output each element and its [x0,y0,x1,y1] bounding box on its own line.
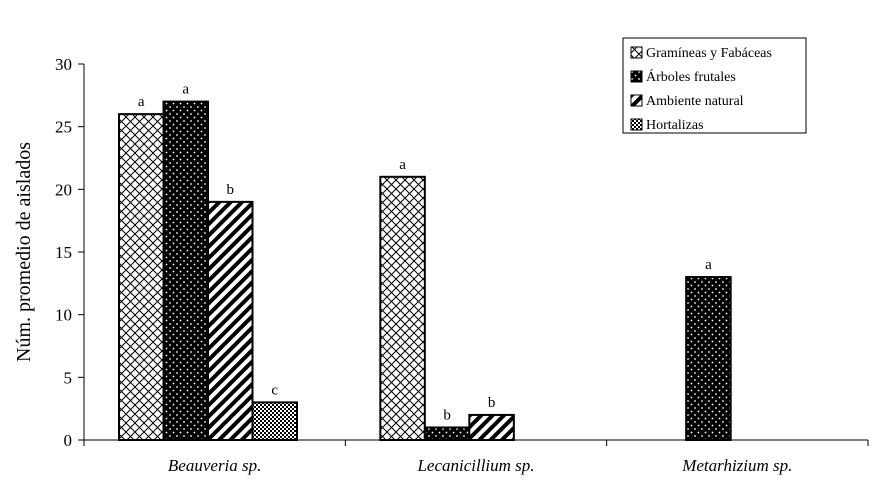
bar-beauveria-sp-hortalizas [251,401,298,441]
y-tick-label: 0 [64,431,73,450]
bar-lecanicillium-sp-ambiente-natural [468,413,515,441]
bar-lecanicillium-sp-gramineas-y-fabaceas [379,175,426,442]
legend-frame [622,37,807,134]
bar-metarhizium-sp-arboles-frutales [685,276,732,442]
legend: Gramíneas y Fabáceas Árboles frutales Ambi… [622,37,807,134]
bar-beauveria-sp-ambiente-natural [207,200,254,441]
legend-label-hortalizas: Hortalizas [646,118,704,133]
legend-swatch-ambiente-natural [630,94,643,107]
bar-beauveria-sp-gramineas-y-fabaceas [118,113,165,441]
significance-label-beauveria-sp-hortalizas: c [271,382,278,398]
bar-beauveria-sp-arboles-frutales [162,100,209,441]
x-category-label: Lecanicillium sp. [416,456,534,475]
y-tick-label: 5 [64,368,73,387]
y-axis-title: Núm. promedio de aislados [13,142,35,362]
significance-label-beauveria-sp-arboles-frutales: a [182,82,189,98]
y-tick-label: 15 [55,243,72,262]
legend-swatch-gramineas-y-fabaceas [630,46,643,59]
x-category-label: Metarhizium sp. [681,456,792,475]
y-tick-label: 20 [55,180,72,199]
legend-label-gramineas-y-fabaceas: Gramíneas y Fabáceas [646,46,772,61]
significance-label-beauveria-sp-gramineas-y-fabaceas: a [138,94,145,110]
significance-label-lecanicillium-sp-ambiente-natural: b [488,395,496,411]
axes-layer: 0 5 10 15 20 25 30 Beauveria sp. Lecanicillium s… [55,55,869,475]
significance-label-metarhizium-sp-arboles-frutales: a [705,257,712,273]
y-tick-label: 10 [55,306,72,325]
legend-label-ambiente-natural: Ambiente natural [646,94,744,109]
bars-layer [118,100,732,442]
labels-layer: a a a b a b b c [138,82,712,424]
x-category-label: Beauveria sp. [168,456,261,475]
legend-swatch-arboles-frutales [630,70,643,83]
y-tick-label: 25 [55,118,72,137]
bar-lecanicillium-sp-arboles-frutales [423,426,471,442]
legend-swatch-hortalizas [630,118,643,131]
significance-label-lecanicillium-sp-arboles-frutales: b [443,407,451,423]
significance-label-beauveria-sp-ambiente-natural: b [227,182,235,198]
y-tick-label: 30 [55,55,72,74]
significance-label-lecanicillium-sp-gramineas-y-fabaceas: a [399,157,406,173]
legend-label-arboles-frutales: Árboles frutales [646,68,736,85]
